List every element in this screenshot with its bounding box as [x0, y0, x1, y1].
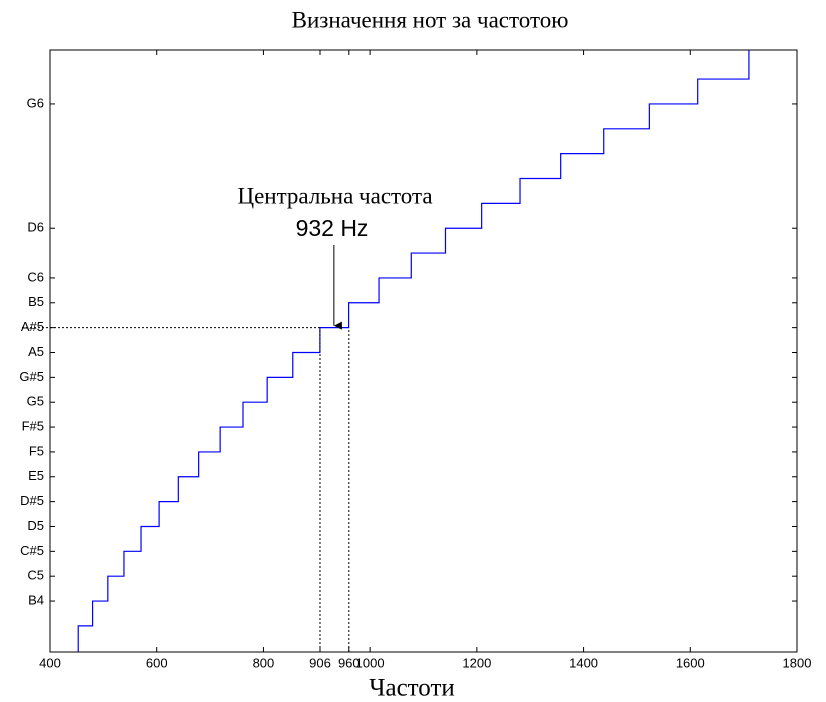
y-tick-label: D#5: [20, 493, 44, 508]
y-tick-label: A5: [28, 344, 44, 359]
annotation-value: 932 Hz: [296, 215, 369, 241]
x-tick-label: 400: [39, 655, 61, 670]
y-tick-label: C#5: [20, 543, 44, 558]
y-tick-label: E5: [28, 468, 44, 483]
x-tick-label: 600: [146, 655, 168, 670]
y-tick-label: D6: [27, 220, 44, 235]
y-tick-label: F5: [29, 443, 44, 458]
x-tick-label: 1600: [676, 655, 705, 670]
annotation-text: Центральна частота: [237, 183, 432, 208]
y-tick-label: G6: [27, 95, 44, 110]
x-tick-label: 1800: [783, 655, 812, 670]
x-tick-label: 960: [338, 655, 360, 670]
x-tick-label: 906: [309, 655, 331, 670]
x-tick-label: 1400: [569, 655, 598, 670]
x-axis-label: Частоти: [369, 675, 455, 702]
plot-frame: [49, 49, 798, 653]
y-tick-label: C6: [27, 269, 44, 284]
y-tick-label: A#5: [21, 319, 44, 334]
x-tick-label: 800: [253, 655, 275, 670]
y-tick-label: G#5: [19, 369, 44, 384]
y-tick-label: B5: [28, 294, 44, 309]
y-tick-label: C5: [27, 568, 44, 583]
y-tick-label: D5: [27, 518, 44, 533]
x-tick-label: 1200: [462, 655, 491, 670]
x-tick-label: 1000: [356, 655, 385, 670]
step-line: [77, 50, 750, 652]
y-tick-label: F#5: [22, 418, 44, 433]
y-tick-label: G5: [27, 394, 44, 409]
chart-title: Визначення нот за частотою: [292, 7, 569, 32]
y-tick-label: B4: [28, 592, 44, 607]
